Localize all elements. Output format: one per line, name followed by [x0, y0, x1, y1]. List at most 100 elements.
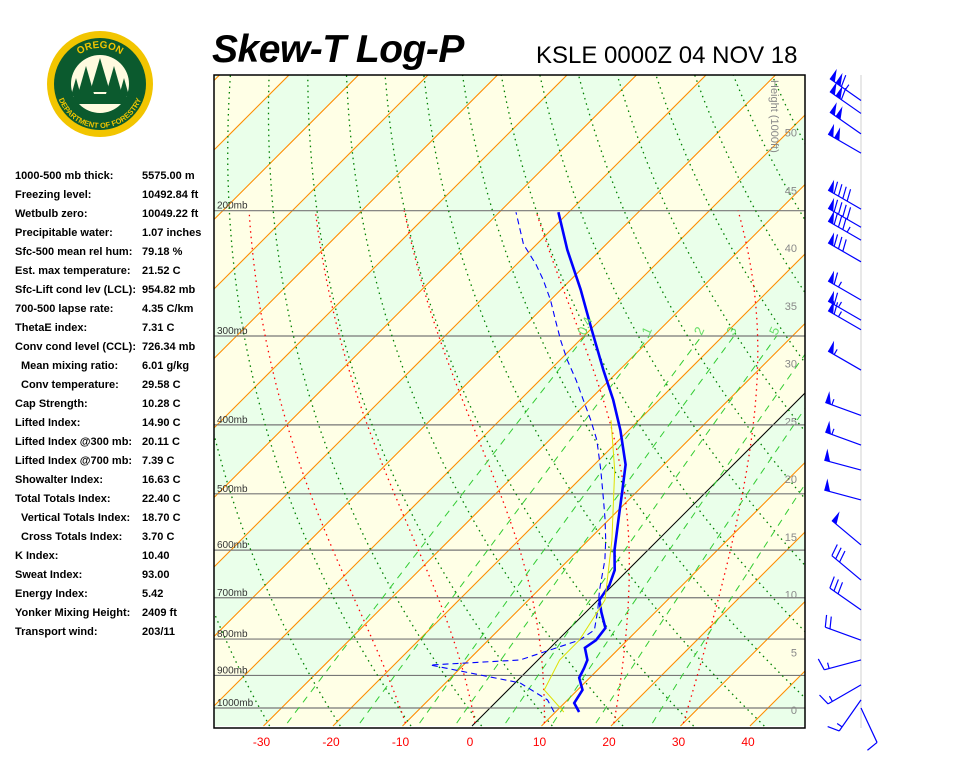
pressure-label: 400mb: [217, 415, 248, 426]
wind-barb: [829, 102, 862, 135]
temperature-band: [680, 601, 805, 726]
stat-label: Transport wind:: [15, 626, 98, 638]
pressure-label: 800mb: [217, 629, 248, 640]
height-axis-label: Height (1000ft): [768, 80, 780, 153]
isotherm: [332, 253, 805, 727]
temperature-band: [820, 53, 960, 726]
dry-adiabat: [384, 75, 695, 727]
temperature-band: [214, 115, 805, 726]
pressure-label: 300mb: [217, 326, 248, 337]
dry-adiabat: [876, 53, 960, 726]
wind-barb: [827, 123, 862, 154]
stat-row: Lifted Index @300 mb: 20.11 C: [15, 434, 213, 453]
wind-barb: [827, 340, 862, 371]
chart-title: Skew-T Log-P: [212, 28, 464, 71]
temperature-band: [611, 532, 805, 726]
stat-value: 79.18 %: [142, 246, 183, 258]
mixing-ratio-line: [505, 335, 778, 724]
wind-barb: [827, 290, 862, 321]
mixing-ratio-line: [651, 483, 805, 724]
mixing-ratio-label: 5: [766, 324, 783, 337]
stat-label: Precipitable water:: [15, 227, 113, 239]
plot-frame: [213, 74, 806, 729]
temperature-band: [750, 671, 805, 726]
stat-row: Sweat Index: 93.00: [15, 567, 213, 586]
logo-trees-icon: [71, 58, 129, 104]
wind-barb: [825, 391, 862, 417]
stat-value: 93.00: [142, 569, 170, 581]
stat-value: 203/11: [142, 626, 176, 638]
isotherm: [749, 670, 805, 727]
stat-value: 14.90 C: [142, 417, 181, 429]
wind-barb: [819, 684, 862, 705]
wind-barb: [860, 707, 878, 751]
temperature-band: [402, 323, 805, 726]
dry-adiabat: [771, 75, 805, 146]
stat-label: Est. max temperature:: [15, 265, 131, 277]
dry-adiabat: [952, 53, 960, 726]
dry-adiabat: [914, 53, 960, 726]
isotherm: [680, 600, 805, 727]
temperature-band: [472, 393, 805, 726]
stat-label: Sfc-Lift cond lev (LCL):: [15, 284, 136, 296]
stat-label: Energy Index:: [15, 588, 88, 600]
mixing-ratio-line: [286, 335, 586, 724]
freezing-isotherm: [471, 392, 805, 727]
pressure-label: 1000mb: [217, 698, 254, 709]
isotherm: [819, 53, 960, 726]
moist-adiabat: [535, 210, 630, 724]
height-tick-label: 35: [785, 301, 797, 313]
stat-value: 20.11 C: [142, 436, 180, 448]
x-tick-label: 30: [672, 735, 686, 749]
station-time-subtitle: KSLE 0000Z 04 NOV 18: [536, 42, 798, 69]
stat-row: ThetaE index: 7.31 C: [15, 320, 213, 339]
stat-value: 726.34 mb: [142, 341, 196, 353]
dry-adiabat: [500, 75, 805, 633]
pressure-label: 500mb: [217, 484, 248, 495]
stability-indices-panel: 1000-500 mb thick: 5575.00 m Freezing leve…: [15, 168, 213, 643]
wind-barbs: [817, 68, 878, 751]
isotherm: [263, 183, 805, 727]
x-tick-label: 20: [602, 735, 616, 749]
mixing-ratio-line: [595, 407, 805, 724]
stat-label: ThetaE index:: [15, 322, 88, 334]
pressure-label: 700mb: [217, 588, 248, 599]
wind-barb: [827, 300, 862, 331]
stat-label: Sfc-500 mean rel hum:: [15, 246, 133, 258]
isotherm: [214, 114, 805, 707]
axis-labels: 0.4 1 2 3 5-30 -20 -10 0 10 20 30 40200mb300mb400mb…: [217, 80, 797, 749]
stat-value: 29.58 C: [142, 379, 181, 391]
stat-row: Yonker Mixing Height: 2409 ft: [15, 605, 213, 624]
stat-label: Vertical Totals Index:: [21, 512, 131, 524]
wind-barb: [831, 511, 862, 546]
oregon-forestry-logo: OREGON DEPARTMENT OF FORESTRY: [47, 31, 153, 137]
stat-value: 3.70 C: [142, 531, 175, 543]
stat-value: 16.63 C: [142, 474, 181, 486]
stat-row: Cross Totals Index: 3.70 C: [15, 529, 213, 548]
wind-barb: [824, 614, 862, 641]
dewpoint-trace: [430, 212, 607, 713]
stat-label: Cross Totals Index:: [21, 531, 123, 543]
stat-label: Yonker Mixing Height:: [15, 607, 131, 619]
stat-value: 10492.84 ft: [142, 189, 199, 201]
isotherm: [402, 322, 805, 727]
stat-label: Conv temperature:: [21, 379, 119, 391]
dry-adiabat: [461, 75, 805, 699]
stat-row: Energy Index: 5.42: [15, 586, 213, 605]
wind-barb: [827, 197, 862, 228]
stat-value: 5575.00 m: [142, 170, 195, 182]
parcel-trace: [543, 420, 616, 713]
stat-value: 10.40: [142, 550, 170, 562]
stat-label: Wetbulb zero:: [15, 208, 88, 220]
stat-value: 22.40 C: [142, 493, 181, 505]
wind-barb: [824, 448, 862, 471]
stat-value: 18.70 C: [142, 512, 181, 524]
stat-label: Lifted Index @300 mb:: [15, 436, 133, 448]
wind-barb: [827, 179, 862, 210]
stat-label: Cap Strength:: [15, 398, 88, 410]
height-tick-label: 5: [791, 647, 797, 659]
wind-barb: [829, 576, 862, 611]
dry-adiabat: [227, 75, 412, 727]
stat-row: Precipitable water: 1.07 inches: [15, 225, 213, 244]
stat-label: Lifted Index:: [15, 417, 81, 429]
